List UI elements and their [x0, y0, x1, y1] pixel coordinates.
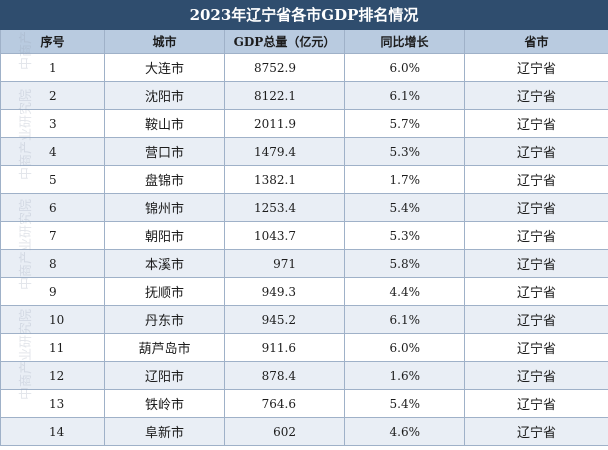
cell-rank: 3 [1, 110, 105, 138]
cell-city: 葫芦岛市 [105, 334, 225, 362]
table-title: 2023年辽宁省各市GDP排名情况 [0, 0, 608, 30]
cell-province: 辽宁省 [465, 194, 608, 222]
header-growth: 同比增长 [345, 30, 465, 54]
cell-rank: 5 [1, 166, 105, 194]
cell-gdp: 1479.4 [225, 138, 345, 166]
cell-city: 营口市 [105, 138, 225, 166]
cell-gdp: 602 [225, 418, 345, 446]
cell-province: 辽宁省 [465, 138, 608, 166]
cell-growth: 6.1% [345, 82, 465, 110]
header-gdp: GDP总量（亿元） [225, 30, 345, 54]
cell-city: 铁岭市 [105, 390, 225, 418]
cell-province: 辽宁省 [465, 390, 608, 418]
cell-rank: 14 [1, 418, 105, 446]
cell-rank: 9 [1, 278, 105, 306]
cell-gdp: 971 [225, 250, 345, 278]
cell-city: 大连市 [105, 54, 225, 82]
cell-province: 辽宁省 [465, 334, 608, 362]
cell-gdp: 764.6 [225, 390, 345, 418]
cell-gdp: 949.3 [225, 278, 345, 306]
cell-rank: 10 [1, 306, 105, 334]
cell-city: 抚顺市 [105, 278, 225, 306]
header-province: 省市 [465, 30, 608, 54]
cell-gdp: 911.6 [225, 334, 345, 362]
cell-province: 辽宁省 [465, 54, 608, 82]
cell-rank: 11 [1, 334, 105, 362]
cell-rank: 8 [1, 250, 105, 278]
cell-growth: 4.4% [345, 278, 465, 306]
header-rank: 序号 [1, 30, 105, 54]
cell-gdp: 2011.9 [225, 110, 345, 138]
cell-gdp: 8752.9 [225, 54, 345, 82]
cell-city: 沈阳市 [105, 82, 225, 110]
cell-city: 朝阳市 [105, 222, 225, 250]
cell-city: 丹东市 [105, 306, 225, 334]
cell-growth: 5.8% [345, 250, 465, 278]
cell-city: 锦州市 [105, 194, 225, 222]
cell-gdp: 1382.1 [225, 166, 345, 194]
header-city: 城市 [105, 30, 225, 54]
cell-gdp: 1253.4 [225, 194, 345, 222]
cell-province: 辽宁省 [465, 110, 608, 138]
cell-growth: 5.4% [345, 390, 465, 418]
gdp-table: 序号 城市 GDP总量（亿元） 同比增长 省市 1 大连市 8752.9 6.0… [0, 30, 608, 446]
cell-gdp: 1043.7 [225, 222, 345, 250]
cell-province: 辽宁省 [465, 278, 608, 306]
cell-city: 本溪市 [105, 250, 225, 278]
cell-growth: 5.7% [345, 110, 465, 138]
cell-province: 辽宁省 [465, 250, 608, 278]
cell-province: 辽宁省 [465, 222, 608, 250]
cell-city: 阜新市 [105, 418, 225, 446]
cell-growth: 5.3% [345, 138, 465, 166]
cell-growth: 6.1% [345, 306, 465, 334]
cell-gdp: 8122.1 [225, 82, 345, 110]
cell-city: 鞍山市 [105, 110, 225, 138]
cell-rank: 6 [1, 194, 105, 222]
cell-rank: 2 [1, 82, 105, 110]
cell-growth: 1.6% [345, 362, 465, 390]
cell-province: 辽宁省 [465, 166, 608, 194]
cell-growth: 6.0% [345, 54, 465, 82]
cell-rank: 13 [1, 390, 105, 418]
cell-province: 辽宁省 [465, 418, 608, 446]
cell-rank: 1 [1, 54, 105, 82]
cell-city: 盘锦市 [105, 166, 225, 194]
cell-gdp: 878.4 [225, 362, 345, 390]
cell-growth: 4.6% [345, 418, 465, 446]
cell-growth: 1.7% [345, 166, 465, 194]
cell-rank: 7 [1, 222, 105, 250]
cell-rank: 12 [1, 362, 105, 390]
cell-rank: 4 [1, 138, 105, 166]
cell-province: 辽宁省 [465, 362, 608, 390]
cell-city: 辽阳市 [105, 362, 225, 390]
cell-growth: 5.4% [345, 194, 465, 222]
cell-province: 辽宁省 [465, 82, 608, 110]
cell-growth: 5.3% [345, 222, 465, 250]
cell-province: 辽宁省 [465, 306, 608, 334]
cell-gdp: 945.2 [225, 306, 345, 334]
cell-growth: 6.0% [345, 334, 465, 362]
